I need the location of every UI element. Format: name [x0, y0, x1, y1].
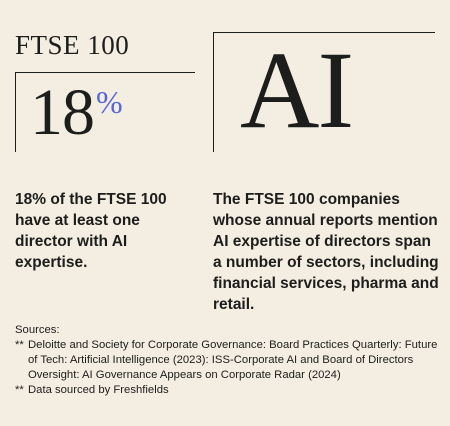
- stat-unit: %: [96, 84, 123, 120]
- source-text: Data sourced by Freshfields: [28, 384, 169, 396]
- source-item: ** Deloitte and Society for Corporate Go…: [15, 338, 445, 383]
- right-description: The FTSE 100 companies whose annual repo…: [213, 191, 439, 313]
- left-frame: [15, 72, 195, 152]
- source-marker: **: [15, 339, 24, 351]
- stat-value: 18: [30, 76, 95, 149]
- left-description: 18% of the FTSE 100 have at least one di…: [15, 191, 167, 271]
- source-item: ** Data sourced by Freshfields: [15, 383, 445, 398]
- right-headline: AI: [240, 29, 354, 151]
- right-frame: [213, 32, 435, 152]
- sources-label: Sources:: [15, 324, 60, 336]
- left-title: FTSE 100: [15, 30, 130, 60]
- sources: Sources: ** Deloitte and Society for Cor…: [15, 323, 445, 398]
- source-marker: **: [15, 384, 24, 396]
- source-text: Deloitte and Society for Corporate Gover…: [28, 339, 438, 381]
